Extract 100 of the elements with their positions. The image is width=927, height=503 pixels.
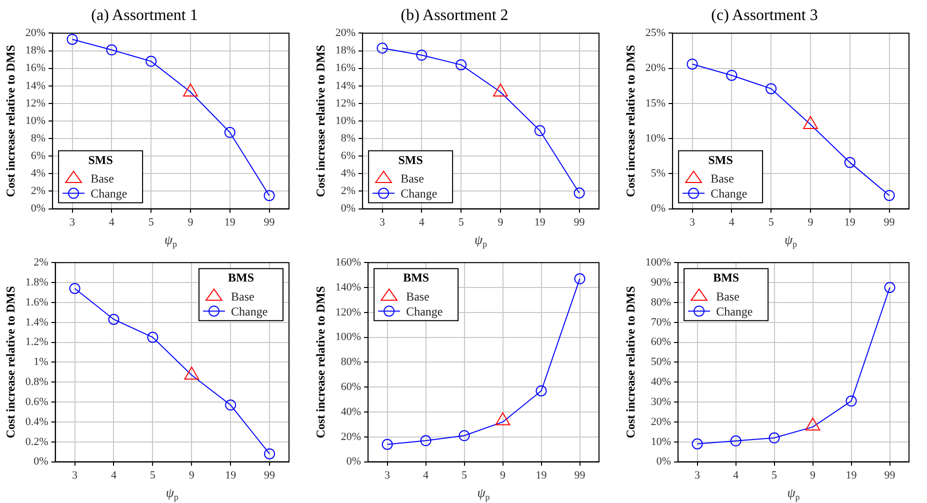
y-tick-label: 10% xyxy=(335,114,356,127)
x-tick-label: 9 xyxy=(188,469,195,482)
y-tick-label: 20% xyxy=(335,27,356,40)
x-tick-label: 19 xyxy=(224,216,236,228)
y-tick-label: 40% xyxy=(340,406,362,418)
y-tick-label: 0.2% xyxy=(25,436,48,448)
point xyxy=(224,126,236,138)
x-tick-label: 5 xyxy=(150,469,156,482)
x-tick-label: 9 xyxy=(500,469,506,482)
y-tick-label: 10% xyxy=(25,114,46,127)
legend-label: Change xyxy=(406,304,443,318)
y-tick-label: 4% xyxy=(30,168,46,180)
y-tick-label: 90% xyxy=(650,276,672,288)
y-tick-label: 120% xyxy=(335,306,362,318)
y-tick-label: 80% xyxy=(650,296,672,308)
y-tick-label: 40% xyxy=(650,376,672,388)
x-tick-label: 99 xyxy=(264,469,276,482)
y-tick-label: 6% xyxy=(340,150,356,162)
y-tick-label: 60% xyxy=(650,336,672,348)
legend-title: BMS xyxy=(228,270,254,285)
legend-label: Base xyxy=(90,171,114,186)
y-axis-title: Cost increase relative to DMS xyxy=(3,44,18,198)
y-tick-label: 2% xyxy=(340,185,356,198)
chart-title: (c) Assortment 3 xyxy=(711,6,818,24)
y-tick-label: 0.8% xyxy=(25,376,48,388)
x-tick-label: 5 xyxy=(148,216,154,228)
x-tick-label: 99 xyxy=(574,469,586,482)
x-tick-label: 19 xyxy=(536,469,548,482)
y-tick-label: 2% xyxy=(34,256,48,268)
x-tick-label: 19 xyxy=(846,469,858,482)
point xyxy=(264,190,275,202)
legend-label: Base xyxy=(400,171,424,186)
y-axis-title: Cost increase relative to DMS xyxy=(623,44,638,198)
y-tick-label: 20% xyxy=(645,62,666,74)
point xyxy=(726,70,738,81)
point xyxy=(846,396,857,407)
point xyxy=(66,34,78,45)
y-axis-title: Cost increase relative to DMS xyxy=(313,286,328,438)
point xyxy=(768,432,780,444)
legend-label: Change xyxy=(90,186,128,200)
point xyxy=(264,448,276,460)
y-tick-label: 30% xyxy=(650,396,672,408)
y-tick-label: 6% xyxy=(30,150,46,162)
x-tick-label: 9 xyxy=(188,216,194,228)
y-tick-label: 4% xyxy=(340,168,356,180)
chart-title: (b) Assortment 2 xyxy=(400,6,508,24)
x-tick-label: 5 xyxy=(768,216,774,228)
y-tick-label: 10% xyxy=(650,436,672,448)
y-tick-label: 0% xyxy=(30,202,46,215)
y-tick-label: 1.4% xyxy=(25,316,48,328)
x-tick-label: 3 xyxy=(70,216,76,228)
legend-label: Change xyxy=(231,304,268,318)
y-tick-label: 16% xyxy=(335,62,356,74)
x-tick-label: 3 xyxy=(690,216,696,228)
y-tick-label: 14% xyxy=(25,80,46,92)
y-tick-label: 1% xyxy=(34,356,48,368)
x-tick-label: 4 xyxy=(728,216,735,228)
y-tick-label: 25% xyxy=(645,27,666,40)
x-tick-label: 4 xyxy=(108,216,115,228)
legend-label: Change xyxy=(716,304,753,318)
point xyxy=(106,44,118,56)
point xyxy=(536,385,547,396)
y-tick-label: 18% xyxy=(25,44,46,57)
y-tick-label: 12% xyxy=(335,97,356,110)
point xyxy=(534,125,546,136)
x-tick-label: 3 xyxy=(694,469,701,482)
point xyxy=(458,430,470,442)
y-tick-label: 0.4% xyxy=(25,416,48,428)
y-axis-title: Cost increase relative to DMS xyxy=(313,44,328,198)
x-tick-label: 4 xyxy=(418,216,425,228)
y-tick-label: 1.6% xyxy=(25,296,48,308)
point xyxy=(382,438,393,450)
y-tick-label: 100% xyxy=(335,331,362,344)
point xyxy=(146,56,157,67)
y-tick-label: 0% xyxy=(34,456,48,468)
x-tick-label: 3 xyxy=(72,469,78,482)
y-tick-label: 18% xyxy=(335,44,356,57)
point xyxy=(686,58,698,70)
y-axis-title: Cost increase relative to DMS xyxy=(623,286,638,438)
y-tick-label: 5% xyxy=(650,168,666,180)
point xyxy=(420,435,432,446)
x-tick-label: 4 xyxy=(423,469,430,482)
x-tick-label: 99 xyxy=(264,216,276,228)
point xyxy=(69,282,80,294)
y-tick-label: 80% xyxy=(340,356,362,368)
point xyxy=(574,273,586,284)
legend-label: Base xyxy=(710,171,734,186)
y-tick-label: 8% xyxy=(340,132,356,144)
y-tick-label: 1.8% xyxy=(25,276,48,288)
y-tick-label: 0% xyxy=(340,202,356,215)
point xyxy=(730,435,742,446)
y-tick-label: 0% xyxy=(650,202,666,215)
y-tick-label: 50% xyxy=(650,356,672,368)
y-tick-label: 20% xyxy=(25,27,46,40)
x-tick-label: 4 xyxy=(733,469,740,482)
x-tick-label: 99 xyxy=(884,216,896,228)
y-tick-label: 0% xyxy=(656,456,672,468)
x-tick-label: 5 xyxy=(462,469,468,482)
x-tick-label: 19 xyxy=(534,216,546,228)
x-tick-label: 99 xyxy=(884,469,896,482)
